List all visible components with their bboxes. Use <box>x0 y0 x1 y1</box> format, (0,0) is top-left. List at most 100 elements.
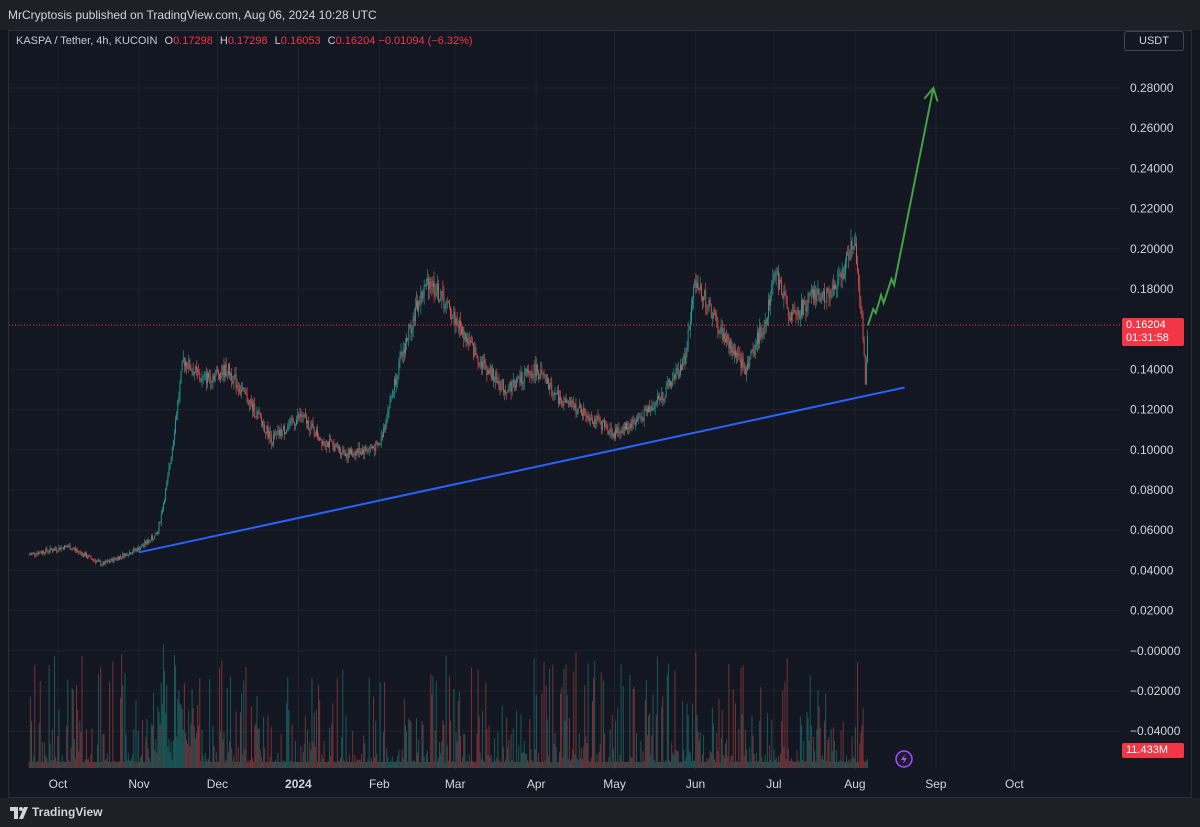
candle-body <box>639 417 641 419</box>
candle-body <box>561 399 563 405</box>
candle-body <box>200 379 202 382</box>
chart-frame[interactable] <box>8 30 1192 798</box>
candle-body <box>550 383 552 386</box>
volume-bar <box>256 695 258 768</box>
candle-body <box>444 307 446 309</box>
candle-body <box>727 334 729 341</box>
candle-body <box>830 290 832 298</box>
candle-body <box>453 312 455 317</box>
volume-bar <box>608 756 610 768</box>
y-axis: 0.280000.260000.240000.220000.200000.180… <box>1130 81 1181 738</box>
candle-body <box>35 554 37 556</box>
volume-bar <box>114 760 116 768</box>
volume-bar <box>599 744 601 768</box>
volume-bar <box>795 761 797 768</box>
volume-bar <box>495 760 497 768</box>
candle-body <box>258 413 260 415</box>
candle-body <box>236 385 238 388</box>
volume-bar <box>766 713 768 768</box>
volume-bar <box>283 761 285 768</box>
volume-bar <box>443 724 445 768</box>
volume-bar <box>709 750 711 768</box>
volume-bar <box>600 672 602 768</box>
volume-bar <box>754 761 756 768</box>
candle-body <box>188 359 190 369</box>
candle-body <box>181 362 183 371</box>
candle-body <box>744 367 746 375</box>
volume-bar <box>51 729 53 768</box>
y-tick-label: 0.10000 <box>1130 443 1174 457</box>
volume-bar <box>278 761 280 768</box>
volume-bar <box>740 667 742 768</box>
candle-body <box>861 313 863 318</box>
candle-body <box>553 394 555 396</box>
volume-bar <box>564 720 566 768</box>
candle-body <box>461 326 462 335</box>
candle-body <box>428 278 429 289</box>
volume-bar <box>189 745 191 768</box>
candle-body <box>269 431 271 437</box>
candle-body <box>133 548 135 553</box>
volume-bar <box>222 739 224 768</box>
y-tick-label: 0.22000 <box>1130 202 1174 216</box>
volume-bar <box>67 679 69 768</box>
candle-body <box>79 551 81 553</box>
volume-bar <box>706 758 708 768</box>
volume-bar <box>835 761 837 768</box>
volume-bar <box>147 748 149 768</box>
volume-bar <box>453 688 455 768</box>
candle-body <box>302 414 304 418</box>
volume-bar <box>231 747 233 768</box>
volume-bar <box>701 754 703 768</box>
volume-bar <box>777 755 779 768</box>
candle-body <box>78 550 80 553</box>
volume-bar <box>505 759 507 768</box>
publisher-text: MrCryptosis published on TradingView.com… <box>8 8 377 22</box>
candle-body <box>87 557 88 559</box>
candle-body <box>51 549 53 552</box>
candle-body <box>427 278 428 280</box>
volume-bar <box>583 746 585 768</box>
candle-body <box>551 383 553 394</box>
volume-bar <box>128 760 130 768</box>
candle-body <box>94 560 96 563</box>
x-tick-label: Apr <box>527 777 546 791</box>
x-tick-label: Sep <box>925 777 947 791</box>
volume-bar <box>531 759 533 768</box>
candle-body <box>557 390 559 405</box>
candle-body <box>68 545 70 547</box>
candle-body <box>848 252 850 260</box>
volume-bar <box>575 652 577 768</box>
candle-body <box>757 332 758 346</box>
candle-body <box>354 453 356 456</box>
candle-body <box>376 441 378 443</box>
candle-body <box>365 446 367 450</box>
volume-bar <box>296 761 298 768</box>
candle-body <box>590 417 592 420</box>
candle-body <box>361 452 362 454</box>
volume-bar <box>320 761 322 768</box>
volume-bar <box>50 760 52 768</box>
candle-body <box>420 292 422 305</box>
volume-bar <box>325 761 327 768</box>
volume-bar <box>786 658 788 768</box>
volume-bar <box>806 712 808 768</box>
candle-body <box>174 432 175 441</box>
volume-bar <box>503 762 505 768</box>
bar-countdown: 01:31:58 <box>1126 332 1169 344</box>
candle-body <box>231 373 233 381</box>
candle-body <box>395 379 396 385</box>
y-tick-label: 0.20000 <box>1130 242 1174 256</box>
candle-body <box>143 545 145 547</box>
currency-button[interactable]: USDT <box>1124 31 1184 51</box>
candle-body <box>69 545 71 550</box>
candle-body <box>433 281 435 294</box>
volume-bar <box>200 761 202 768</box>
volume-bar <box>848 759 850 768</box>
candle-body <box>56 549 58 551</box>
candle-body <box>238 389 240 392</box>
candle-body <box>303 414 305 416</box>
candle-body <box>183 358 185 366</box>
candle-body <box>222 365 224 375</box>
